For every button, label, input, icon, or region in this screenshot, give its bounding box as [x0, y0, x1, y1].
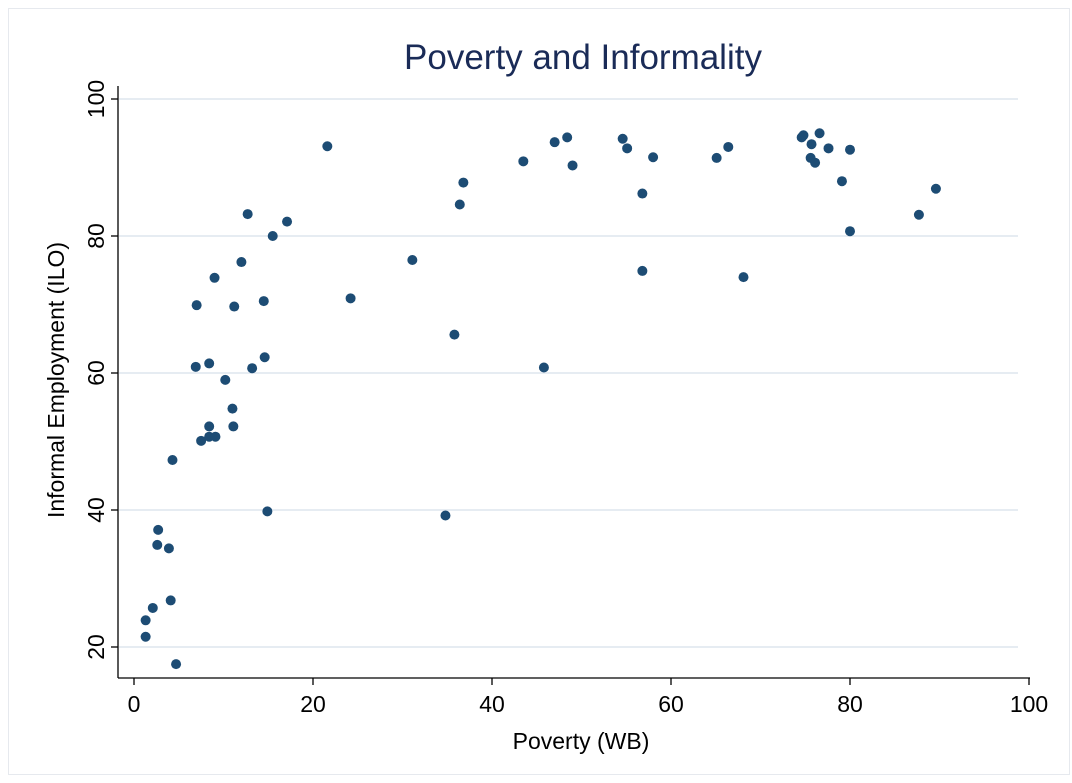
data-point	[823, 143, 834, 154]
data-point	[845, 144, 855, 155]
data-point	[165, 595, 176, 606]
data-point	[806, 139, 817, 150]
data-point	[836, 176, 847, 187]
data-point	[282, 216, 293, 227]
xtick-label-0: 0	[128, 691, 141, 717]
data-point	[229, 301, 240, 312]
data-point	[220, 374, 231, 385]
ytick-label-20: 20	[83, 634, 109, 660]
data-point	[140, 631, 151, 642]
data-point	[167, 454, 178, 465]
data-point	[845, 226, 855, 237]
xtick-label-100: 100	[1010, 691, 1048, 717]
data-point	[622, 143, 633, 154]
data-point	[209, 272, 220, 283]
xtick-label-80: 80	[837, 691, 863, 717]
data-point	[204, 421, 215, 432]
data-point	[798, 130, 809, 141]
data-point	[345, 293, 356, 304]
xtick-label-20: 20	[300, 691, 326, 717]
xtick-label-40: 40	[479, 691, 505, 717]
data-point	[407, 254, 418, 265]
y-axis-label: Informal Employment (ILO)	[43, 242, 69, 518]
data-point	[648, 152, 659, 163]
data-point	[637, 265, 648, 276]
data-point	[267, 231, 278, 241]
data-point	[814, 128, 825, 139]
data-point	[247, 363, 258, 374]
data-point	[147, 602, 158, 613]
data-point	[258, 296, 269, 307]
data-point	[562, 132, 573, 143]
data-point	[810, 157, 821, 168]
x-ticks: 0 20 40 60 80 100	[128, 678, 1048, 717]
y-ticks: 20 40 60 80 100	[83, 80, 118, 660]
ytick-label-40: 40	[83, 497, 109, 523]
data-points	[140, 128, 941, 670]
data-point	[913, 209, 924, 220]
xtick-label-60: 60	[658, 691, 684, 717]
data-point	[153, 524, 164, 535]
ytick-label-100: 100	[83, 80, 109, 118]
data-point	[617, 133, 628, 144]
ytick-label-60: 60	[83, 360, 109, 386]
data-point	[518, 156, 529, 167]
data-point	[210, 431, 221, 442]
chart-title: Poverty and Informality	[404, 38, 762, 77]
data-point	[549, 137, 560, 148]
data-point	[236, 257, 247, 268]
data-point	[242, 209, 253, 220]
data-point	[637, 188, 648, 199]
data-point	[449, 329, 460, 340]
data-point	[322, 141, 333, 152]
data-point	[723, 141, 734, 152]
data-point	[228, 421, 239, 432]
data-point	[152, 539, 163, 550]
data-point	[204, 358, 215, 369]
ytick-label-80: 80	[83, 223, 109, 249]
data-point	[163, 543, 174, 554]
data-point	[454, 199, 465, 210]
data-point	[196, 435, 207, 446]
x-axis-label: Poverty (WB)	[513, 728, 650, 754]
data-point	[140, 615, 151, 626]
data-point	[191, 300, 202, 311]
data-point	[538, 362, 549, 373]
data-point	[930, 183, 941, 194]
data-point	[171, 659, 182, 670]
data-point	[440, 510, 451, 521]
gridlines	[119, 98, 1018, 648]
data-point	[259, 352, 270, 363]
data-point	[711, 152, 722, 163]
data-point	[262, 506, 273, 517]
data-point	[190, 361, 201, 372]
data-point	[567, 160, 578, 171]
data-point	[738, 272, 749, 283]
data-point	[458, 177, 469, 188]
data-point	[227, 403, 238, 414]
